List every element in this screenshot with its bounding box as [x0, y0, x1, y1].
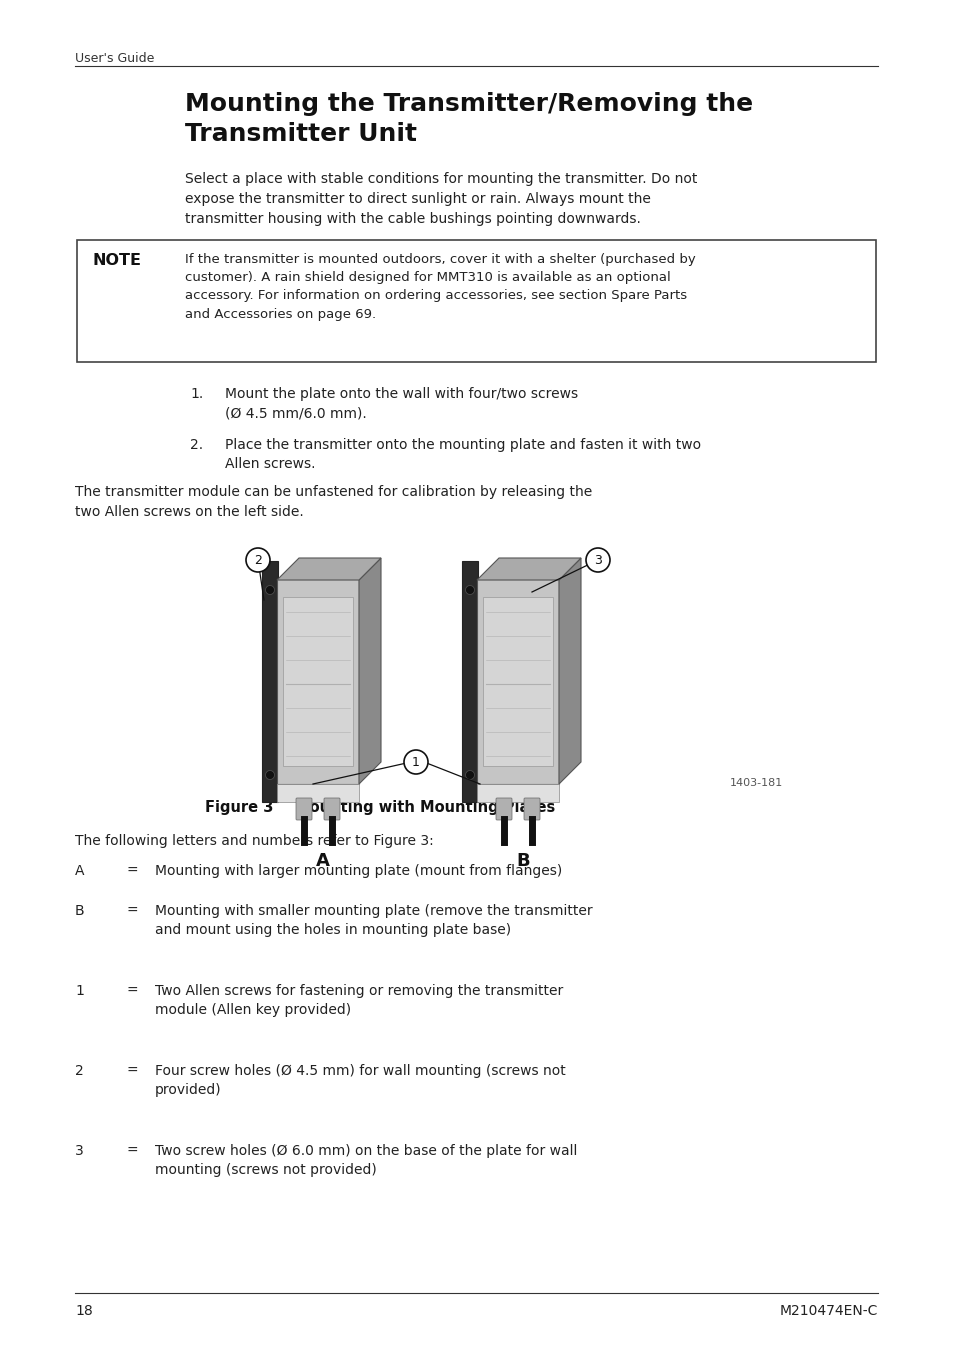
Text: A: A	[75, 864, 85, 878]
Polygon shape	[276, 558, 380, 580]
Text: M210474EN-C: M210474EN-C	[779, 1304, 877, 1318]
Text: Mount the plate onto the wall with four/two screws
(Ø 4.5 mm/6.0 mm).: Mount the plate onto the wall with four/…	[225, 387, 578, 420]
Text: =: =	[127, 864, 138, 878]
Circle shape	[265, 771, 274, 779]
FancyBboxPatch shape	[295, 798, 312, 819]
Text: Mounting with larger mounting plate (mount from flanges): Mounting with larger mounting plate (mou…	[154, 864, 561, 878]
FancyBboxPatch shape	[476, 784, 558, 802]
Circle shape	[585, 548, 609, 572]
Polygon shape	[558, 558, 580, 784]
Text: Figure 3: Figure 3	[205, 801, 274, 815]
FancyBboxPatch shape	[461, 562, 477, 802]
Text: B: B	[75, 904, 85, 918]
Text: 1.: 1.	[190, 387, 203, 401]
Text: The transmitter module can be unfastened for calibration by releasing the
two Al: The transmitter module can be unfastened…	[75, 485, 592, 518]
Polygon shape	[358, 558, 380, 784]
FancyBboxPatch shape	[482, 597, 553, 765]
Text: Two screw holes (Ø 6.0 mm) on the base of the plate for wall
mounting (screws no: Two screw holes (Ø 6.0 mm) on the base o…	[154, 1143, 577, 1177]
FancyBboxPatch shape	[523, 798, 539, 819]
Circle shape	[265, 586, 274, 594]
Text: Place the transmitter onto the mounting plate and fasten it with two
Allen screw: Place the transmitter onto the mounting …	[225, 437, 700, 471]
FancyBboxPatch shape	[324, 798, 339, 819]
Text: B: B	[516, 852, 529, 869]
Text: NOTE: NOTE	[92, 252, 142, 269]
Text: 2: 2	[253, 554, 262, 567]
Polygon shape	[476, 558, 580, 580]
FancyBboxPatch shape	[262, 562, 277, 802]
Text: User's Guide: User's Guide	[75, 53, 154, 65]
Text: Mounting with smaller mounting plate (remove the transmitter
and mount using the: Mounting with smaller mounting plate (re…	[154, 904, 592, 937]
Text: Mounting the Transmitter/Removing the
Transmitter Unit: Mounting the Transmitter/Removing the Tr…	[185, 92, 752, 146]
Text: A: A	[315, 852, 330, 869]
Text: Two Allen screws for fastening or removing the transmitter
module (Allen key pro: Two Allen screws for fastening or removi…	[154, 984, 562, 1017]
Circle shape	[465, 586, 474, 594]
Text: Select a place with stable conditions for mounting the transmitter. Do not
expos: Select a place with stable conditions fo…	[185, 171, 697, 225]
Text: 1: 1	[75, 984, 84, 998]
Text: If the transmitter is mounted outdoors, cover it with a shelter (purchased by
cu: If the transmitter is mounted outdoors, …	[185, 252, 695, 320]
Circle shape	[403, 751, 428, 774]
Text: 2: 2	[75, 1064, 84, 1079]
Text: 1: 1	[412, 756, 419, 768]
Circle shape	[246, 548, 270, 572]
Text: =: =	[127, 1064, 138, 1079]
FancyBboxPatch shape	[476, 579, 558, 784]
Text: 3: 3	[75, 1143, 84, 1158]
Text: =: =	[127, 1143, 138, 1158]
FancyBboxPatch shape	[496, 798, 512, 819]
Text: Four screw holes (Ø 4.5 mm) for wall mounting (screws not
provided): Four screw holes (Ø 4.5 mm) for wall mou…	[154, 1064, 565, 1098]
Text: 1403-181: 1403-181	[729, 778, 782, 788]
FancyBboxPatch shape	[283, 597, 353, 765]
Text: The following letters and numbers refer to Figure 3:: The following letters and numbers refer …	[75, 834, 434, 848]
Circle shape	[465, 771, 474, 779]
Text: =: =	[127, 984, 138, 998]
Text: =: =	[127, 904, 138, 918]
FancyBboxPatch shape	[276, 579, 358, 784]
Text: Mounting with Mounting Plates: Mounting with Mounting Plates	[294, 801, 555, 815]
Text: 18: 18	[75, 1304, 92, 1318]
Text: 3: 3	[594, 554, 601, 567]
FancyBboxPatch shape	[276, 784, 358, 802]
FancyBboxPatch shape	[77, 240, 875, 362]
Text: 2.: 2.	[190, 437, 203, 452]
